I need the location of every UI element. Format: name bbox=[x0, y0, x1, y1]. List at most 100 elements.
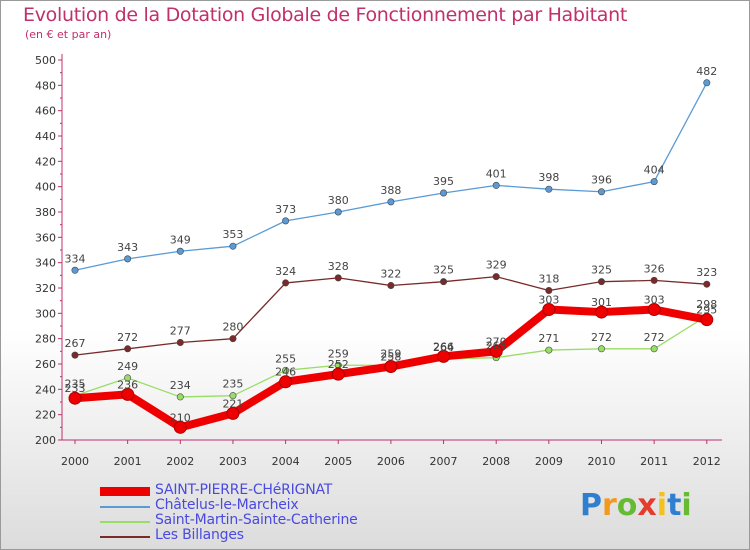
series-point bbox=[226, 406, 240, 420]
data-label: 380 bbox=[328, 194, 349, 207]
series-point bbox=[124, 374, 132, 382]
series-point bbox=[545, 346, 553, 354]
logo-letter: P bbox=[580, 488, 602, 523]
series-point bbox=[489, 344, 503, 358]
x-tick-label: 2007 bbox=[430, 455, 458, 468]
series-point bbox=[597, 278, 605, 286]
data-label: 255 bbox=[275, 352, 296, 365]
data-label: 318 bbox=[538, 273, 559, 286]
data-label: 264 bbox=[433, 341, 454, 354]
data-label: 325 bbox=[433, 264, 454, 277]
x-tick-label: 2005 bbox=[324, 455, 352, 468]
y-tick-label: 480 bbox=[35, 79, 56, 92]
series-point bbox=[279, 375, 293, 389]
x-tick-label: 2001 bbox=[114, 455, 142, 468]
y-tick-label: 420 bbox=[35, 155, 56, 168]
proxiti-logo: Proxiti bbox=[580, 488, 692, 523]
series-point bbox=[700, 313, 714, 327]
data-label: 233 bbox=[65, 382, 86, 395]
data-label: 266 bbox=[433, 340, 454, 353]
data-label: 396 bbox=[591, 174, 612, 187]
series-point bbox=[121, 387, 135, 401]
logo-letter: o bbox=[616, 488, 638, 523]
y-tick-label: 400 bbox=[35, 181, 56, 194]
data-label: 329 bbox=[486, 259, 507, 272]
data-label: 259 bbox=[380, 347, 401, 360]
line-chart: 200 220 240 260 280 300 320 340 360 380 400 420 440 4… bbox=[35, 54, 722, 468]
data-label: 298 bbox=[696, 298, 717, 311]
data-label: 258 bbox=[380, 351, 401, 364]
y-tick-label: 380 bbox=[35, 206, 56, 219]
series-point bbox=[176, 338, 184, 346]
data-label: 482 bbox=[696, 65, 717, 78]
series-point bbox=[334, 274, 342, 282]
data-label: 259 bbox=[328, 347, 349, 360]
data-label: 272 bbox=[644, 331, 665, 344]
legend-label-saint-pierre: SAINT-PIERRE-CHéRIGNAT bbox=[155, 482, 333, 498]
series-point bbox=[650, 276, 658, 284]
series-point bbox=[282, 366, 290, 374]
series-point bbox=[387, 281, 395, 289]
y-tick-label: 440 bbox=[35, 130, 56, 143]
series-point bbox=[703, 280, 711, 288]
series-point bbox=[437, 349, 451, 363]
data-label: 246 bbox=[275, 366, 296, 379]
y-tick-label: 240 bbox=[35, 383, 56, 396]
data-label: 325 bbox=[591, 264, 612, 277]
series-point bbox=[176, 393, 184, 401]
series-point bbox=[124, 345, 132, 353]
y-tick-label: 200 bbox=[35, 434, 56, 447]
logo-letter: t bbox=[667, 488, 682, 523]
series-point bbox=[542, 303, 556, 317]
series-point bbox=[597, 345, 605, 353]
logo-letter: i bbox=[681, 488, 692, 523]
series-point bbox=[331, 367, 345, 381]
series-point bbox=[384, 360, 398, 374]
series-point bbox=[545, 287, 553, 295]
data-label: 323 bbox=[696, 266, 717, 279]
data-label: 303 bbox=[644, 294, 665, 307]
data-label: 277 bbox=[170, 324, 191, 337]
x-tick-label: 2009 bbox=[535, 455, 563, 468]
chart-subtitle: (en € et par an) bbox=[25, 28, 112, 41]
data-label: 303 bbox=[538, 294, 559, 307]
data-label: 322 bbox=[380, 267, 401, 280]
legend-label-chatelus: Châtelus-le-Marcheix bbox=[155, 497, 299, 513]
data-label: 404 bbox=[644, 164, 665, 177]
data-label: 267 bbox=[65, 337, 86, 350]
data-label: 401 bbox=[486, 167, 507, 180]
x-tick-label: 2010 bbox=[588, 455, 616, 468]
series-point bbox=[703, 79, 711, 87]
x-tick-label: 2000 bbox=[61, 455, 89, 468]
y-tick-label: 340 bbox=[35, 257, 56, 270]
data-label: 234 bbox=[170, 379, 191, 392]
data-label: 353 bbox=[222, 228, 243, 241]
legend-label-billanges: Les Billanges bbox=[155, 527, 244, 543]
series-point bbox=[650, 345, 658, 353]
y-tick-label: 320 bbox=[35, 282, 56, 295]
x-tick-label: 2008 bbox=[482, 455, 510, 468]
data-label: 398 bbox=[538, 171, 559, 184]
series-point bbox=[492, 273, 500, 281]
legend-label-saint-martin: Saint-Martin-Sainte-Catherine bbox=[155, 512, 358, 528]
data-label: 334 bbox=[65, 252, 86, 265]
data-label: 343 bbox=[117, 241, 138, 254]
series-point bbox=[229, 242, 237, 250]
series-point bbox=[595, 305, 608, 319]
series-point bbox=[176, 247, 184, 255]
logo-letter: x bbox=[637, 488, 657, 523]
data-label: 252 bbox=[328, 358, 349, 371]
y-tick-label: 260 bbox=[35, 358, 56, 371]
series-point bbox=[173, 420, 187, 434]
series-point bbox=[492, 181, 500, 189]
x-tick-label: 2004 bbox=[272, 455, 300, 468]
data-label: 326 bbox=[644, 262, 665, 275]
data-label: 349 bbox=[170, 233, 191, 246]
data-label: 373 bbox=[275, 203, 296, 216]
y-tick-label: 300 bbox=[35, 307, 56, 320]
x-tick-label: 2006 bbox=[377, 455, 405, 468]
series-point bbox=[387, 198, 395, 206]
y-tick-label: 500 bbox=[35, 54, 56, 67]
data-label: 301 bbox=[591, 296, 612, 309]
logo-letter: i bbox=[656, 488, 668, 523]
